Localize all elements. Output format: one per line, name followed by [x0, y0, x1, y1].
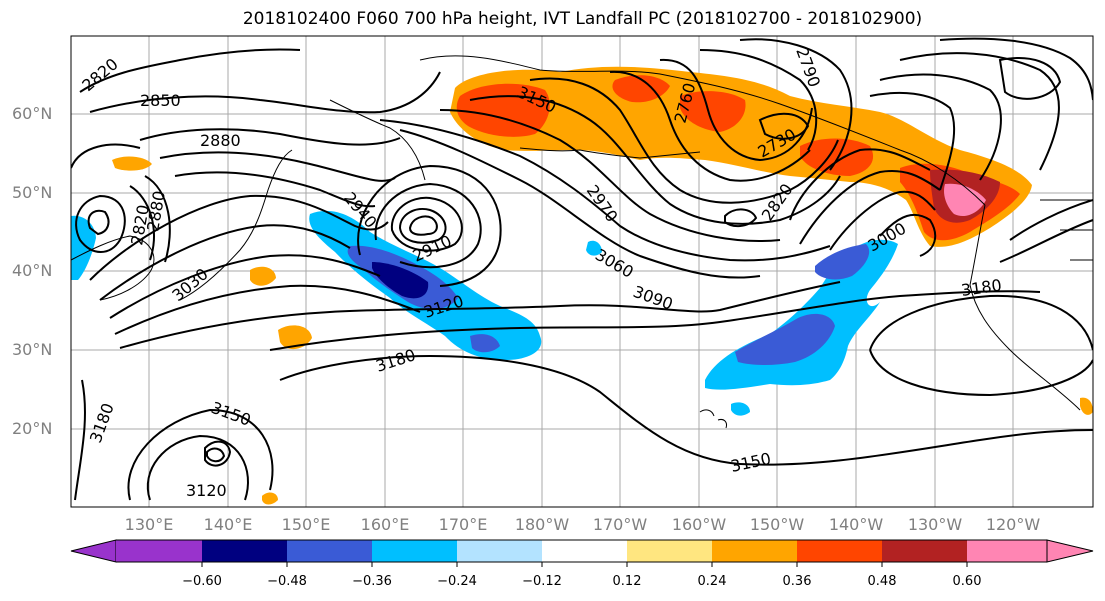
lon-label: 150°W [749, 515, 805, 534]
lon-label: 150°E [281, 515, 331, 534]
ivt-negative-shading [71, 210, 898, 416]
colorbar-tick-label: −0.24 [437, 574, 477, 589]
colorbar-swatch [712, 540, 797, 562]
colorbar-tick-label: 0.48 [867, 574, 897, 589]
lon-label: 140°W [828, 515, 884, 534]
colorbar-swatch [372, 540, 457, 562]
contour-label: 2880 [200, 131, 241, 150]
colorbar-swatch [542, 540, 627, 562]
lon-label: 160°W [671, 515, 727, 534]
colorbar-tick-label: 0.36 [782, 574, 812, 589]
map-title: 2018102400 F060 700 hPa height, IVT Land… [242, 9, 923, 29]
colorbar-swatch [967, 540, 1047, 562]
lon-label: 130°E [124, 515, 174, 534]
colorbar-swatch [457, 540, 542, 562]
lon-label: 140°E [203, 515, 253, 534]
colorbar-tick-label: −0.48 [267, 574, 307, 589]
colorbar [70, 539, 1094, 567]
lat-label: 40°N [12, 261, 53, 280]
colorbar-tick-label: 0.60 [952, 574, 982, 589]
lon-label: 130°W [907, 515, 963, 534]
colorbar-swatch [797, 540, 882, 562]
contour-label: 2850 [140, 91, 181, 110]
colorbar-tick-label: −0.12 [522, 574, 562, 589]
height-contours [71, 37, 1093, 501]
map-frame [70, 35, 1094, 508]
colorbar-tick-label: −0.36 [352, 574, 392, 589]
coastlines [71, 55, 1093, 429]
colorbar-swatch [627, 540, 712, 562]
lat-label: 30°N [12, 340, 53, 359]
lon-label: 170°E [438, 515, 488, 534]
colorbar-tick-label: −0.60 [182, 574, 222, 589]
colorbar-swatch [116, 540, 202, 562]
lon-label: 170°W [592, 515, 648, 534]
contour-label: 3120 [186, 481, 227, 500]
colorbar-tick-label: 0.24 [697, 574, 727, 589]
lon-label: 120°W [985, 515, 1041, 534]
lon-label: 180°W [514, 515, 570, 534]
colorbar-swatch [287, 540, 372, 562]
lat-label: 50°N [12, 183, 53, 202]
colorbar-swatch [202, 540, 287, 562]
lat-label: 20°N [12, 419, 53, 438]
lat-label: 60°N [12, 104, 53, 123]
colorbar-swatch [1046, 539, 1094, 563]
lon-label: 160°E [360, 515, 410, 534]
colorbar-swatch [70, 539, 117, 563]
colorbar-tick-label: 0.12 [612, 574, 642, 589]
colorbar-swatch [882, 540, 967, 562]
